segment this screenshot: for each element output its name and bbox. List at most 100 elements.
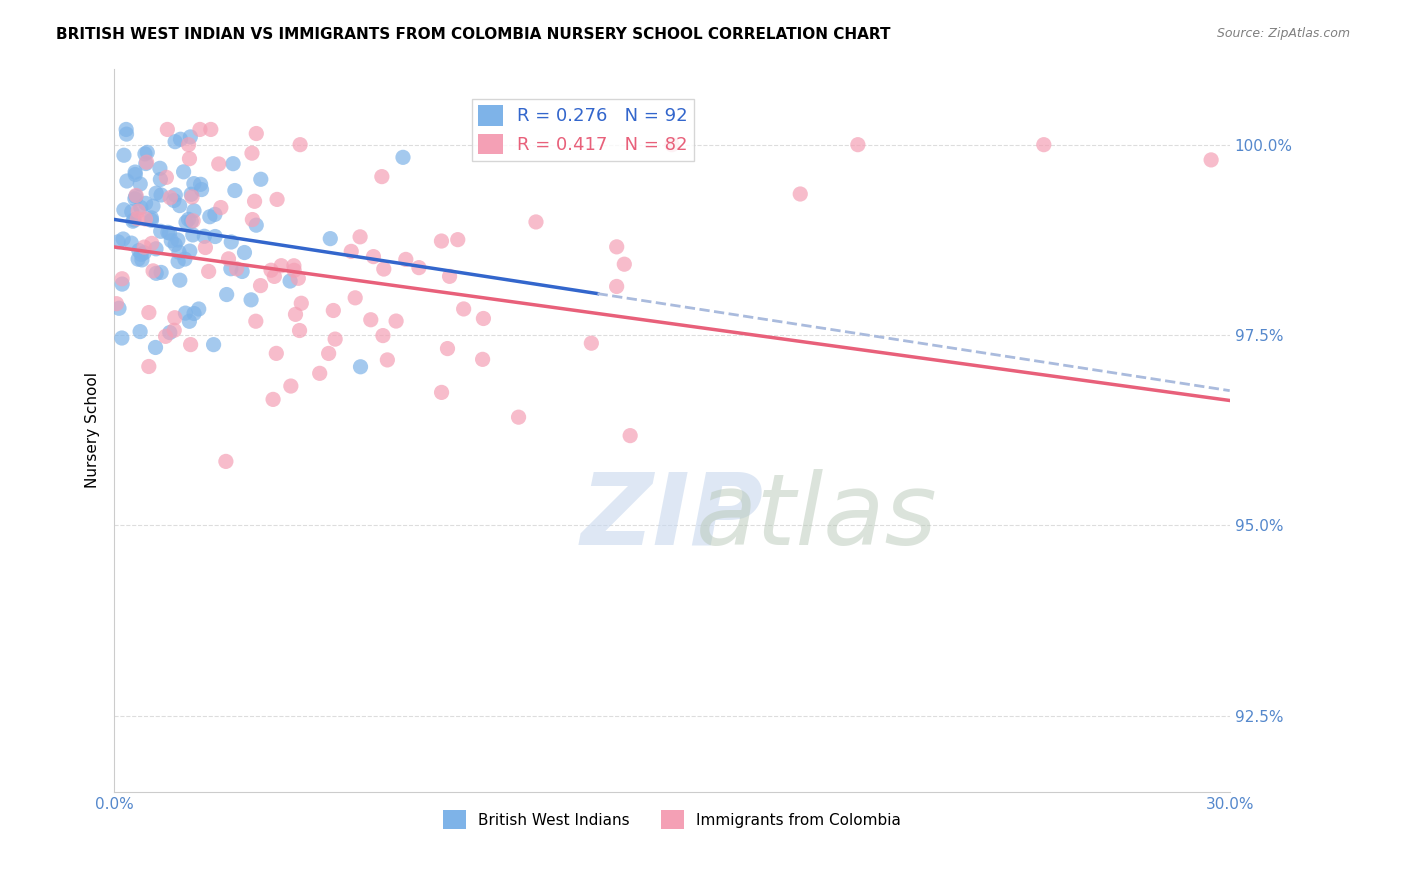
British West Indians: [165, 188, 187, 202]
Immigrants from Colombia: [789, 186, 811, 201]
British West Indians: [149, 172, 172, 186]
British West Indians: [177, 212, 200, 227]
Immigrants from Colombia: [581, 336, 603, 351]
British West Indians: [165, 135, 187, 149]
Immigrants from Colombia: [371, 328, 394, 343]
British West Indians: [135, 196, 157, 211]
British West Indians: [112, 148, 135, 162]
British West Indians: [129, 201, 152, 215]
British West Indians: [183, 177, 205, 191]
Immigrants from Colombia: [260, 263, 283, 277]
Immigrants from Colombia: [287, 271, 309, 285]
Immigrants from Colombia: [163, 310, 186, 325]
Immigrants from Colombia: [240, 146, 263, 161]
Immigrants from Colombia: [340, 244, 363, 259]
British West Indians: [245, 218, 267, 232]
British West Indians: [174, 215, 197, 229]
Immigrants from Colombia: [156, 122, 179, 136]
Immigrants from Colombia: [323, 332, 346, 346]
British West Indians: [278, 274, 301, 288]
British West Indians: [145, 341, 167, 355]
British West Indians: [249, 172, 271, 186]
Immigrants from Colombia: [318, 346, 340, 360]
British West Indians: [149, 161, 172, 176]
British West Indians: [159, 326, 181, 340]
British West Indians: [174, 306, 197, 320]
Immigrants from Colombia: [155, 170, 177, 185]
British West Indians: [115, 174, 138, 188]
Text: BRITISH WEST INDIAN VS IMMIGRANTS FROM COLOMBIA NURSERY SCHOOL CORRELATION CHART: BRITISH WEST INDIAN VS IMMIGRANTS FROM C…: [56, 27, 891, 42]
Immigrants from Colombia: [243, 194, 266, 209]
Immigrants from Colombia: [290, 296, 312, 310]
British West Indians: [166, 233, 188, 247]
British West Indians: [231, 264, 253, 278]
Legend: British West Indians, Immigrants from Colombia: British West Indians, Immigrants from Co…: [437, 804, 907, 835]
British West Indians: [115, 127, 138, 141]
Immigrants from Colombia: [322, 303, 344, 318]
Immigrants from Colombia: [430, 385, 453, 400]
British West Indians: [111, 331, 134, 345]
British West Indians: [219, 261, 242, 276]
British West Indians: [122, 214, 145, 228]
British West Indians: [159, 226, 181, 240]
British West Indians: [204, 229, 226, 244]
British West Indians: [122, 213, 145, 227]
British West Indians: [173, 165, 195, 179]
Point: [1032, 137, 1054, 152]
Immigrants from Colombia: [111, 272, 134, 286]
British West Indians: [160, 234, 183, 248]
Immigrants from Colombia: [215, 454, 238, 468]
British West Indians: [193, 229, 215, 244]
British West Indians: [136, 145, 159, 160]
British West Indians: [112, 232, 135, 246]
British West Indians: [142, 199, 165, 213]
Immigrants from Colombia: [371, 169, 394, 184]
British West Indians: [121, 204, 143, 219]
Immigrants from Colombia: [508, 410, 530, 425]
Immigrants from Colombia: [385, 314, 408, 328]
Immigrants from Colombia: [141, 236, 163, 251]
British West Indians: [169, 198, 191, 212]
British West Indians: [224, 184, 246, 198]
British West Indians: [180, 214, 202, 228]
British West Indians: [128, 244, 150, 258]
Immigrants from Colombia: [163, 323, 186, 337]
British West Indians: [124, 168, 146, 182]
British West Indians: [129, 177, 152, 191]
Immigrants from Colombia: [613, 257, 636, 271]
Immigrants from Colombia: [218, 252, 240, 266]
Point: [661, 137, 683, 152]
British West Indians: [125, 189, 148, 203]
British West Indians: [120, 236, 142, 251]
Immigrants from Colombia: [308, 367, 330, 381]
Immigrants from Colombia: [262, 392, 284, 407]
British West Indians: [219, 235, 242, 249]
Immigrants from Colombia: [155, 329, 177, 343]
Immigrants from Colombia: [453, 301, 475, 316]
Immigrants from Colombia: [266, 346, 288, 360]
Immigrants from Colombia: [240, 212, 263, 227]
Immigrants from Colombia: [188, 122, 211, 136]
British West Indians: [169, 132, 191, 146]
Immigrants from Colombia: [395, 252, 418, 267]
British West Indians: [190, 182, 212, 196]
Immigrants from Colombia: [181, 214, 204, 228]
Immigrants from Colombia: [209, 201, 232, 215]
British West Indians: [169, 273, 191, 287]
British West Indians: [150, 265, 173, 279]
Point: [288, 137, 311, 152]
British West Indians: [179, 129, 201, 144]
British West Indians: [129, 325, 152, 339]
Immigrants from Colombia: [134, 240, 156, 254]
British West Indians: [149, 224, 172, 238]
Text: atlas: atlas: [696, 468, 938, 566]
British West Indians: [124, 192, 146, 206]
Immigrants from Colombia: [194, 241, 217, 255]
British West Indians: [141, 211, 163, 225]
Immigrants from Colombia: [430, 234, 453, 248]
British West Indians: [183, 203, 205, 218]
Immigrants from Colombia: [159, 191, 181, 205]
British West Indians: [115, 122, 138, 136]
British West Indians: [141, 213, 163, 227]
Point: [177, 137, 200, 152]
